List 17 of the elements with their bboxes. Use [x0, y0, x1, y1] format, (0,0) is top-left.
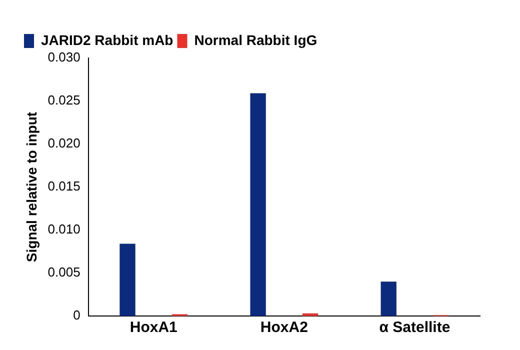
y-tick-label: 0.015: [48, 178, 80, 194]
y-axis-title: Signal relative to input: [23, 112, 40, 262]
legend-label: Normal Rabbit IgG: [194, 32, 318, 48]
y-tick-label: 0.005: [48, 264, 80, 280]
bar: [120, 244, 136, 316]
y-tick-label: 0.025: [48, 92, 80, 108]
y-tick-label: 0.010: [48, 222, 80, 237]
bar: [250, 93, 266, 316]
legend-label: JARID2 Rabbit mAb: [41, 32, 174, 48]
y-tick-label: 0.030: [48, 50, 80, 65]
x-tick-label: HoxA2: [260, 319, 308, 336]
y-tick-label: 0.020: [48, 136, 80, 151]
x-tick-label: HoxA1: [130, 319, 178, 336]
y-tick-label: 0: [73, 308, 80, 323]
bar: [302, 313, 318, 316]
x-tick-label: α Satellite: [379, 319, 450, 336]
bar: [380, 282, 396, 316]
